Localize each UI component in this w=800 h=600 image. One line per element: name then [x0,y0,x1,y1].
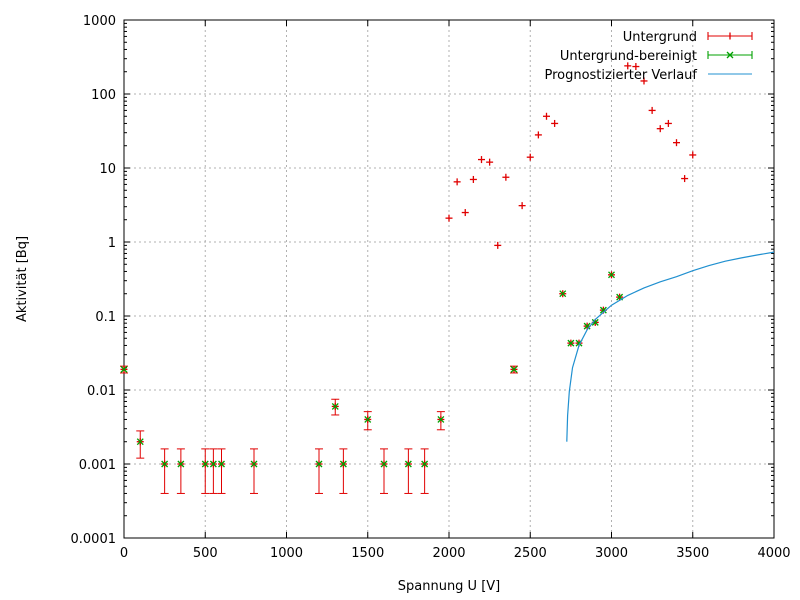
bereinigt-point [209,460,217,468]
untergrund-point [436,411,445,431]
bereinigt-point [567,339,575,347]
x-tick-label: 1500 [351,546,384,561]
x-axis-ticks: 0 500 1000 1500 2000 2500 3000 3500 4000 [120,546,791,561]
bereinigt-point [177,460,185,468]
untergrund-point [201,448,210,494]
x-tick-label: 4000 [757,546,790,561]
untergrund-point [486,158,494,166]
y-axis-title: Aktivität [Bq] [15,236,30,322]
untergrund-point [209,448,218,494]
bereinigt-point [364,415,372,423]
y-tick-label: 100 [91,88,116,103]
x-tick-label: 0 [120,546,128,561]
untergrund-point [543,112,550,120]
untergrund-point [478,156,485,164]
untergrund-point [380,448,388,494]
legend-label: Prognostizierter Verlauf [544,68,697,83]
bereinigt-point [437,415,445,423]
bereinigt-point [218,460,225,468]
bereinigt-point [599,306,607,314]
y-axis-ticks: 0.0001 0.001 0.01 0.1 1 10 100 1000 [71,14,117,547]
bereinigt-point [315,460,323,468]
legend-label: Untergrund [623,30,697,45]
x-tick-label: 3000 [595,546,628,561]
untergrund-point [648,106,656,114]
untergrund-point [518,202,526,210]
bereinigt-point [331,402,339,410]
x-axis-title: Spannung U [V] [398,579,501,594]
untergrund-point [534,131,542,139]
prognose-line [566,251,775,442]
untergrund-point [420,448,429,494]
bereinigt-point [421,460,429,468]
bereinigt-point [201,460,209,468]
x-tick-label: 1000 [270,546,303,561]
legend-entry-untergrund: Untergrund [623,30,753,45]
untergrund-point [632,63,640,71]
untergrund-point [673,139,680,147]
untergrund-point [624,62,632,70]
untergrund-point [250,448,258,494]
bereinigt-point [120,365,128,373]
untergrund-point [494,241,502,249]
untergrund-point [656,125,664,133]
bereinigt-point [161,460,169,468]
untergrund-point [469,175,477,183]
untergrund-point [217,448,226,494]
y-tick-label: 0.01 [87,384,116,399]
legend: Untergrund Untergrund-bereinigt Prognostiz… [544,30,753,83]
bereinigt-point [404,460,412,468]
y-tick-label: 0.001 [79,458,116,473]
untergrund-point [526,153,534,161]
x-tick-label: 3500 [676,546,709,561]
grid-lines [124,20,774,538]
y-tick-label: 1 [108,236,116,251]
untergrund-point [176,448,185,494]
bereinigt-point [136,438,144,446]
x-tick-label: 2500 [514,546,547,561]
untergrund-point [640,77,648,85]
untergrund-point [445,214,453,222]
x-tick-label: 2000 [432,546,465,561]
bereinigt-point [339,460,347,468]
legend-entry-bereinigt: Untergrund-bereinigt [560,49,753,64]
legend-entry-prognose: Prognostizierter Verlauf [544,68,752,83]
y-tick-label: 10 [99,162,116,177]
y-tick-label: 0.1 [95,310,116,325]
untergrund-point [404,448,413,494]
bereinigt-point [510,365,518,373]
untergrund-point [502,173,510,181]
bereinigt-point [591,318,599,326]
untergrund-point [339,448,348,494]
untergrund-point [160,448,169,494]
x-tick-label: 500 [193,546,218,561]
axes [123,19,775,539]
y-tick-label: 1000 [83,14,116,29]
untergrund-point [461,209,469,217]
untergrund-point [681,175,689,183]
untergrund-point [551,119,559,127]
y-tick-label: 0.0001 [71,532,117,547]
bereinigt-point [608,271,615,279]
bereinigt-point [559,290,567,298]
untergrund-point [664,119,672,127]
untergrund-point [363,411,372,431]
data-series [120,62,775,494]
legend-label: Untergrund-bereinigt [560,49,697,64]
bereinigt-point [380,460,388,468]
untergrund-point [453,178,461,186]
untergrund-point [689,151,697,159]
bereinigt-point [250,460,258,468]
untergrund-point [315,448,323,494]
